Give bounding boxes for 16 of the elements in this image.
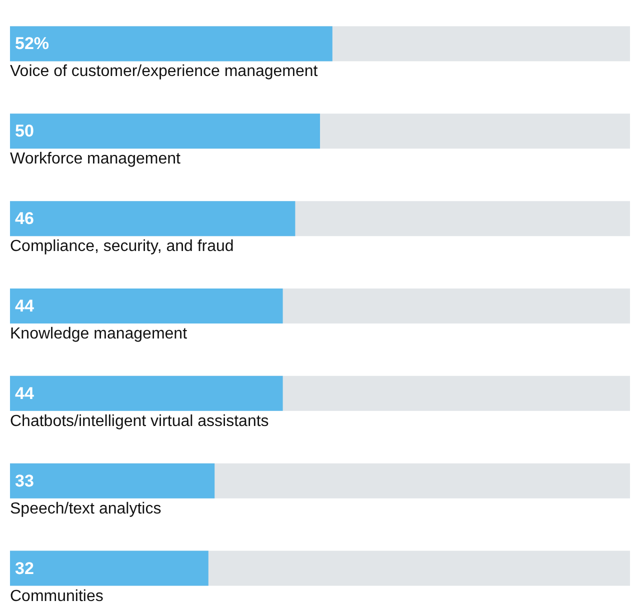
y-tick-label: Voice of customer/experience management	[10, 63, 318, 80]
bar	[10, 463, 215, 498]
bar	[10, 550, 208, 586]
y-tick-label: Chatbots/intelligent virtual assistants	[10, 412, 269, 430]
data-label: 44	[15, 384, 34, 403]
data-label: 33	[15, 471, 34, 490]
data-label: 32	[15, 558, 34, 578]
data-label: 46	[15, 209, 34, 228]
y-tick-label: Workforce management	[10, 150, 181, 168]
y-tick-label: Communities	[10, 588, 104, 605]
y-tick-label: Speech/text analytics	[10, 500, 162, 518]
y-tick-label: Compliance, security, and fraud	[10, 238, 234, 256]
y-tick-label: Knowledge management	[10, 326, 188, 342]
data-label: 52%	[15, 34, 50, 54]
data-label: 50	[15, 122, 34, 141]
data-label: 44	[15, 296, 34, 316]
